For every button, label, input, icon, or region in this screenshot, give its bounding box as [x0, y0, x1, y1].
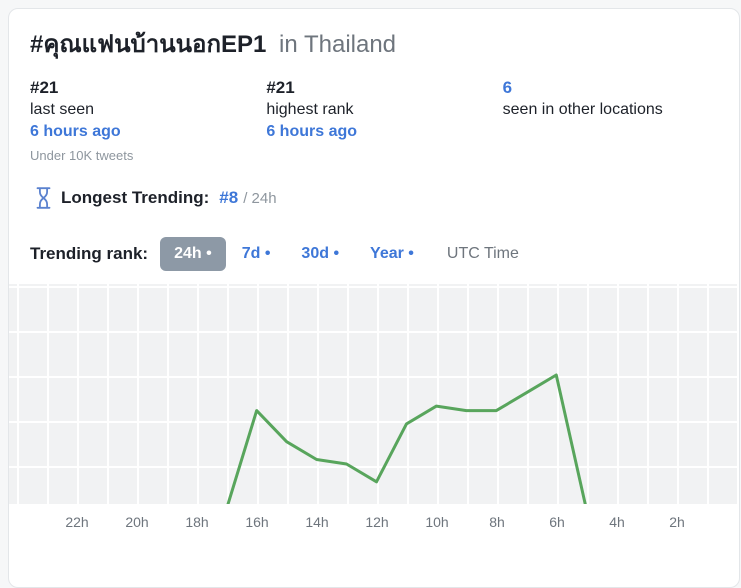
tweet-volume-note: Under 10K tweets — [30, 148, 134, 163]
stat-other-locations: 6 seen in other locations — [503, 77, 739, 164]
tab-7d[interactable]: 7d • — [241, 244, 271, 262]
x-axis-tick: 22h — [65, 514, 89, 530]
trend-location: in Thailand — [279, 31, 397, 58]
highest-rank-value: #21 — [266, 78, 295, 97]
highest-rank-time-link[interactable]: 6 hours ago — [266, 123, 358, 140]
x-axis-tick: 10h — [425, 514, 449, 530]
last-seen-time-link[interactable]: 6 hours ago — [30, 123, 121, 140]
rank-chart-plot-area — [9, 284, 739, 504]
x-axis-tick: 8h — [489, 514, 505, 530]
rank-chart: 22h 20h 18h 16h 14h 12h 10h 8h 6h 4h 2h — [9, 284, 739, 538]
stats-row: #21 last seen 6 hours ago Under 10K twee… — [30, 77, 739, 164]
tab-30d[interactable]: 30d • — [301, 244, 340, 262]
longest-trending-duration: / 24h — [243, 189, 277, 207]
trending-rank-tabs: Trending rank: 24h • 7d • 30d • Year • U… — [30, 235, 739, 272]
stat-highest-rank: #21 highest rank 6 hours ago — [266, 77, 502, 164]
longest-trending-label: Longest Trending: — [61, 188, 210, 207]
x-axis-tick: 14h — [305, 514, 329, 530]
last-seen-rank: #21 — [30, 78, 59, 97]
x-axis-tick: 12h — [365, 514, 389, 530]
x-axis-tick: 20h — [125, 514, 149, 530]
trend-detail-card: #คุณแฟนบ้านนอกEP1 in Thailand #21 last s… — [8, 8, 740, 588]
page-title: #คุณแฟนบ้านนอกEP1 in Thailand — [30, 30, 739, 60]
hourglass-icon — [36, 187, 51, 209]
other-locations-label: seen in other locations — [502, 101, 663, 118]
x-axis-tick: 6h — [549, 514, 565, 530]
x-axis-tick: 4h — [609, 514, 625, 530]
x-axis-tick: 18h — [185, 514, 209, 530]
longest-trending-rank-link[interactable]: #8 — [219, 188, 239, 207]
utc-time-toggle[interactable]: UTC Time — [446, 244, 519, 262]
x-axis-tick: 16h — [245, 514, 269, 530]
rank-line-series — [226, 373, 587, 504]
tab-year[interactable]: Year • — [370, 244, 414, 262]
hashtag-title: #คุณแฟนบ้านนอกEP1 — [30, 31, 267, 58]
trending-rank-label: Trending rank: — [30, 243, 149, 263]
tab-24h[interactable]: 24h • — [160, 236, 226, 271]
last-seen-label: last seen — [30, 101, 95, 118]
x-axis-tick: 2h — [669, 514, 685, 530]
longest-trending-row: Longest Trending: #8 / 24h — [30, 186, 739, 210]
stat-last-seen: #21 last seen 6 hours ago Under 10K twee… — [30, 77, 266, 164]
other-locations-count-link[interactable]: 6 — [502, 78, 513, 97]
highest-rank-label: highest rank — [266, 101, 354, 118]
rank-chart-x-axis: 22h 20h 18h 16h 14h 12h 10h 8h 6h 4h 2h — [9, 504, 739, 538]
